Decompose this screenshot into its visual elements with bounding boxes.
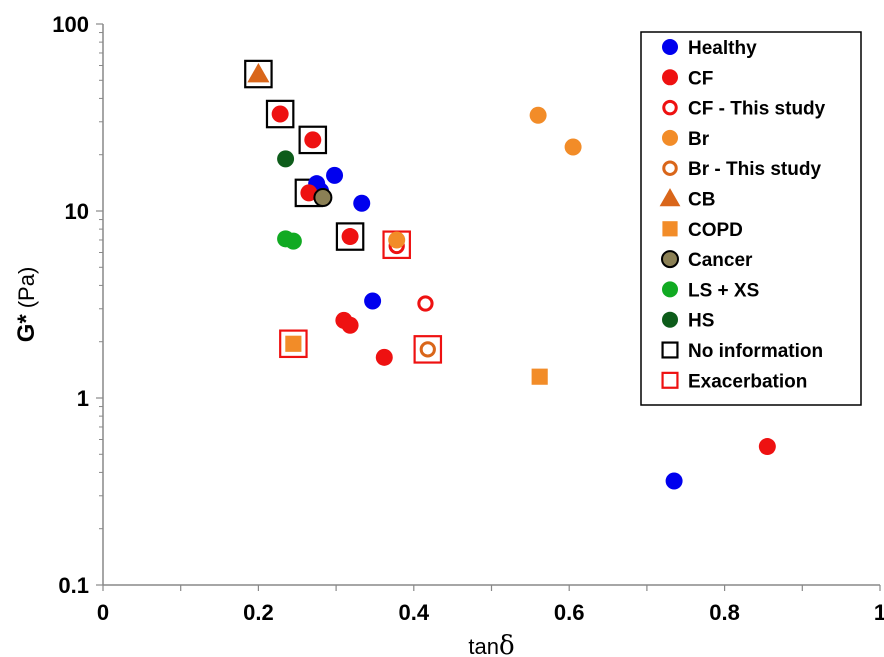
data-point — [375, 348, 393, 366]
y-ticks: 0.1 1 10 100 — [52, 12, 103, 598]
legend-label: Br — [688, 129, 710, 150]
legend-item: CB — [659, 188, 715, 211]
legend-marker — [662, 69, 678, 86]
legend-marker — [662, 221, 678, 237]
y-axis-title: G* (Pa) — [13, 267, 40, 343]
series-copd — [285, 335, 548, 385]
legend-label: No information — [688, 341, 823, 362]
data-point — [284, 232, 302, 250]
legend-label: Cancer — [688, 250, 753, 271]
series-cancer — [313, 188, 333, 208]
data-point — [531, 368, 548, 385]
series-exacerbation — [279, 230, 443, 364]
data-point — [298, 125, 328, 155]
x-tick-label: 0.8 — [709, 600, 740, 625]
legend-label: HS — [688, 311, 714, 332]
legend-item: Healthy — [662, 38, 757, 59]
x-tick-label: 1 — [874, 600, 884, 625]
data-point — [388, 231, 406, 249]
data-point — [244, 59, 273, 89]
series-no-information — [244, 59, 365, 251]
legend-item: LS + XS — [662, 280, 759, 301]
legend-label: CB — [688, 190, 715, 211]
series-hs — [277, 150, 295, 168]
legend-marker — [662, 129, 678, 146]
legend-marker — [659, 188, 681, 207]
x-tick-label: 0.2 — [243, 600, 274, 625]
data-point — [285, 335, 302, 352]
plot-area: 0 0.2 0.4 0.6 0.8 1 0.1 1 10 100 — [52, 12, 884, 625]
legend-label: LS + XS — [688, 280, 759, 301]
data-point — [335, 222, 365, 251]
legend-item: No information — [661, 341, 823, 362]
data-point — [417, 295, 434, 312]
data-point — [277, 150, 295, 168]
data-point — [304, 131, 322, 149]
legend-marker — [662, 99, 678, 116]
data-point — [271, 105, 289, 123]
legend-marker — [662, 39, 678, 55]
series-cb — [247, 62, 270, 83]
y-tick-label: 0.1 — [58, 573, 89, 598]
x-tick-label: 0 — [97, 600, 109, 625]
data-point — [665, 472, 683, 490]
x-axis-title: tanδ — [468, 631, 514, 657]
data-markers — [244, 59, 776, 490]
legend-item: COPD — [662, 220, 743, 241]
data-point — [313, 188, 333, 208]
legend-item: CF - This study — [662, 99, 826, 120]
data-point — [341, 228, 359, 246]
legend-marker — [661, 341, 679, 359]
data-point — [326, 166, 344, 184]
series-cf — [271, 105, 776, 456]
legend-marker — [662, 311, 678, 328]
data-point — [413, 335, 443, 364]
legend-items: Healthy CF CF - This study Br Br - This stud… — [659, 38, 826, 392]
legend-label: Healthy — [688, 38, 757, 59]
data-point — [300, 184, 318, 202]
data-point — [265, 99, 295, 129]
series-cf-this-study — [388, 237, 434, 312]
data-point — [758, 438, 776, 456]
legend-marker — [661, 371, 679, 389]
data-point — [279, 329, 308, 359]
y-axis-title-main: G* — [13, 314, 40, 343]
series-br — [388, 106, 582, 249]
legend-marker — [661, 250, 679, 269]
legend-item: Br — [662, 129, 710, 150]
legend-marker — [662, 160, 678, 176]
legend-item: HS — [662, 311, 714, 332]
series-br-this-study — [419, 341, 436, 358]
legend-item: Br - This study — [662, 159, 821, 180]
data-point — [364, 292, 382, 310]
y-axis-title-unit: (Pa) — [14, 267, 39, 309]
data-point — [341, 316, 359, 334]
x-ticks: 0 0.2 0.4 0.6 0.8 1 — [97, 585, 884, 625]
legend-item: Exacerbation — [661, 371, 807, 392]
legend: Healthy CF CF - This study Br Br - This stud… — [640, 31, 862, 406]
legend-marker — [662, 281, 678, 298]
legend-label: CF - This study — [688, 99, 826, 120]
x-axis-title-symbol: δ — [499, 631, 515, 657]
legend-label: Br - This study — [688, 159, 821, 180]
x-tick-label: 0.6 — [554, 600, 585, 625]
data-point — [564, 138, 582, 156]
legend-item: Cancer — [661, 250, 753, 271]
data-point — [353, 194, 371, 212]
legend-label: Exacerbation — [688, 371, 807, 392]
legend-item: CF — [662, 68, 713, 89]
y-tick-label: 100 — [52, 12, 89, 37]
data-point — [247, 62, 270, 83]
y-tick-label: 10 — [65, 199, 89, 224]
data-point — [419, 341, 436, 358]
legend-label: COPD — [688, 220, 743, 241]
x-tick-label: 0.4 — [399, 600, 430, 625]
series-healthy — [308, 166, 683, 490]
y-tick-label: 1 — [77, 386, 89, 411]
x-axis-title-main: tan — [468, 634, 499, 657]
series-ls-xs — [277, 230, 302, 250]
legend-label: CF — [688, 68, 713, 89]
data-point — [529, 106, 547, 124]
